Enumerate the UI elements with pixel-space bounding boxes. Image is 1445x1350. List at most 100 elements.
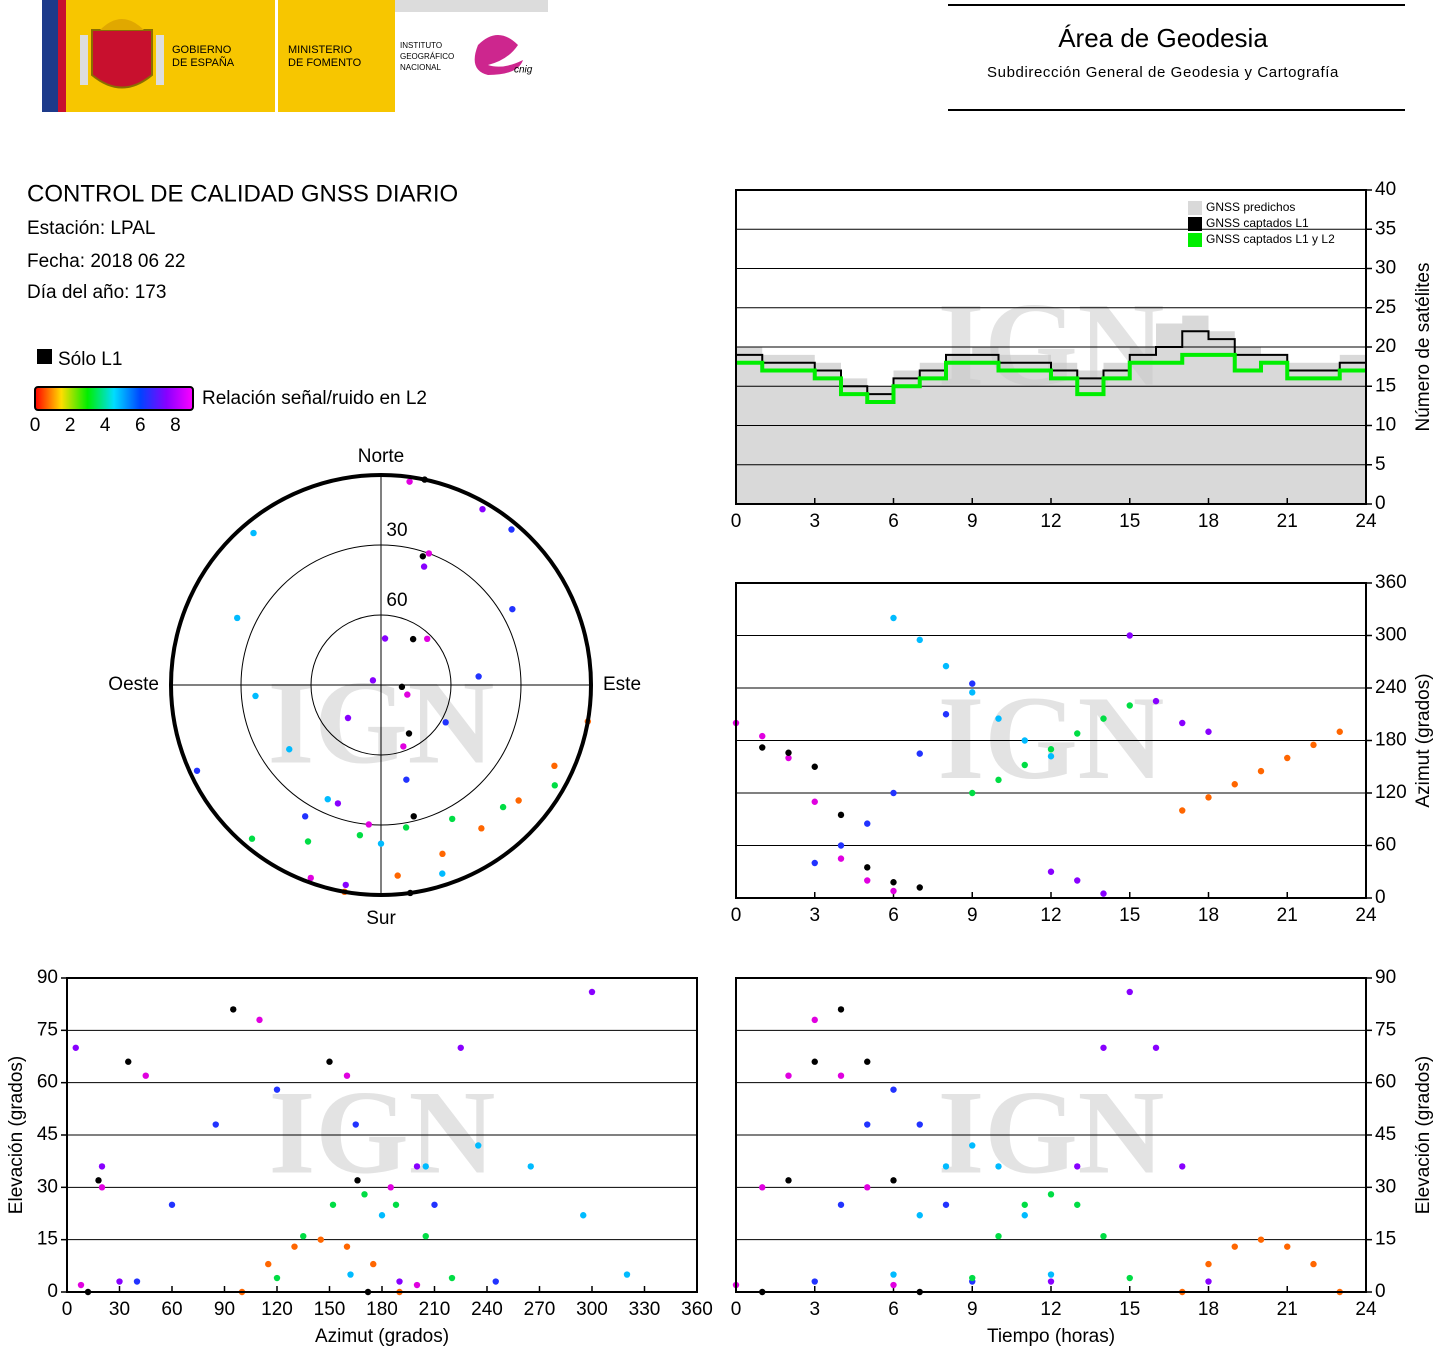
legend-label: Sólo L1	[58, 349, 122, 370]
track-point	[942, 711, 950, 718]
track-point	[1310, 1260, 1317, 1268]
plot-frame	[735, 582, 1367, 899]
track-point	[354, 1177, 361, 1184]
track-point	[942, 662, 950, 670]
y-tick-label: 35	[1375, 218, 1396, 239]
sky-point	[342, 881, 349, 889]
track-point	[969, 689, 976, 696]
track-point	[916, 636, 923, 644]
area-subtitle: Subdirección General de Geodesia y Carto…	[987, 64, 1339, 81]
track-point	[422, 1163, 429, 1170]
colorbar-tick-label: 0	[30, 415, 41, 436]
track-point	[995, 1163, 1002, 1170]
track-point	[448, 1274, 456, 1282]
track-point	[864, 1184, 871, 1191]
y-tick-label: 25	[1375, 297, 1396, 318]
x-tick-label: 6	[888, 511, 899, 532]
sky-point	[404, 691, 411, 698]
sky-point	[439, 870, 446, 877]
x-tick-label: 3	[809, 511, 820, 532]
sky-point	[499, 803, 507, 811]
track-point	[422, 1232, 429, 1240]
watermark: IGN	[938, 671, 1165, 804]
y-tick-label: 0	[1375, 493, 1386, 514]
track-point	[352, 1121, 359, 1128]
track-point	[300, 1232, 307, 1240]
track-point	[890, 1271, 897, 1278]
x-tick-label: 18	[1198, 905, 1219, 926]
sky-point	[551, 782, 558, 789]
track-point	[864, 1121, 871, 1128]
y-tick-label: 0	[1375, 1281, 1386, 1302]
sky-point	[233, 614, 241, 622]
sky-point	[425, 550, 433, 557]
track-point	[995, 715, 1002, 722]
sky-point	[248, 835, 256, 842]
direction-north: Norte	[358, 446, 404, 467]
track-point	[230, 1006, 237, 1013]
y-tick-label: 60	[1375, 835, 1396, 856]
y-tick-label: 20	[1375, 336, 1396, 357]
sky-point	[515, 797, 522, 804]
track-point	[864, 864, 871, 871]
watermark: IGN	[938, 278, 1165, 411]
track-point	[125, 1058, 132, 1065]
track-point	[837, 842, 845, 849]
track-point	[1284, 1243, 1291, 1250]
legend-label: GNSS predichos	[1206, 200, 1295, 214]
track-point	[98, 1163, 106, 1170]
track-point	[1179, 1163, 1186, 1170]
sky-point	[442, 719, 449, 726]
track-point	[916, 884, 923, 891]
legend-swatch	[1188, 201, 1202, 215]
x-tick-label: 330	[629, 1299, 661, 1320]
x-axis-label: Azimut (grados)	[315, 1326, 449, 1347]
track-point	[326, 1058, 333, 1065]
x-tick-label: 21	[1277, 511, 1298, 532]
track-point	[864, 1058, 871, 1065]
sky-point	[398, 683, 406, 691]
y-tick-label: 30	[1375, 258, 1396, 279]
track-point	[273, 1086, 281, 1093]
station: Estación: LPAL	[27, 218, 156, 239]
y-tick-label: 15	[1375, 375, 1396, 396]
y-tick-label: 15	[1375, 1229, 1396, 1250]
area-title: Área de Geodesia	[1058, 23, 1268, 53]
x-tick-label: 0	[731, 511, 742, 532]
institute-name: NACIONAL	[400, 63, 441, 72]
logo-block: GOBIERNO DE ESPAÑA MINISTERIO DE FOMENTO…	[42, 0, 548, 112]
track-point	[890, 614, 897, 622]
track-point	[273, 1274, 281, 1282]
gov-block	[58, 0, 275, 112]
track-point	[1179, 807, 1186, 814]
track-point	[1047, 753, 1055, 760]
x-axis-label: Tiempo (horas)	[987, 1326, 1115, 1347]
track-point	[1152, 697, 1160, 705]
y-tick-label: 360	[1375, 572, 1407, 593]
sky-point	[324, 795, 331, 803]
y-tick-label: 15	[37, 1229, 58, 1250]
sky-point	[252, 692, 259, 700]
sky-point	[475, 673, 482, 680]
day-of-year: Día del año: 173	[27, 282, 166, 303]
sky-point	[406, 478, 413, 485]
track-point	[916, 1212, 923, 1219]
track-point	[1074, 1163, 1081, 1170]
x-tick-label: 18	[1198, 511, 1219, 532]
y-tick-label: 30	[1375, 1176, 1396, 1197]
track-point	[1126, 702, 1133, 709]
track-point	[1231, 781, 1238, 788]
ring-label: 30	[386, 520, 407, 541]
track-point	[1310, 741, 1317, 749]
gov-name: GOBIERNO	[172, 44, 232, 56]
x-tick-label: 15	[1119, 905, 1140, 926]
track-point	[588, 988, 596, 996]
track-point	[1047, 1191, 1055, 1198]
x-tick-label: 0	[62, 1299, 73, 1320]
sky-point	[301, 813, 309, 820]
track-point	[72, 1044, 79, 1051]
x-tick-label: 0	[731, 1299, 742, 1320]
elevation-ring	[310, 614, 452, 756]
track-point	[1100, 715, 1107, 722]
